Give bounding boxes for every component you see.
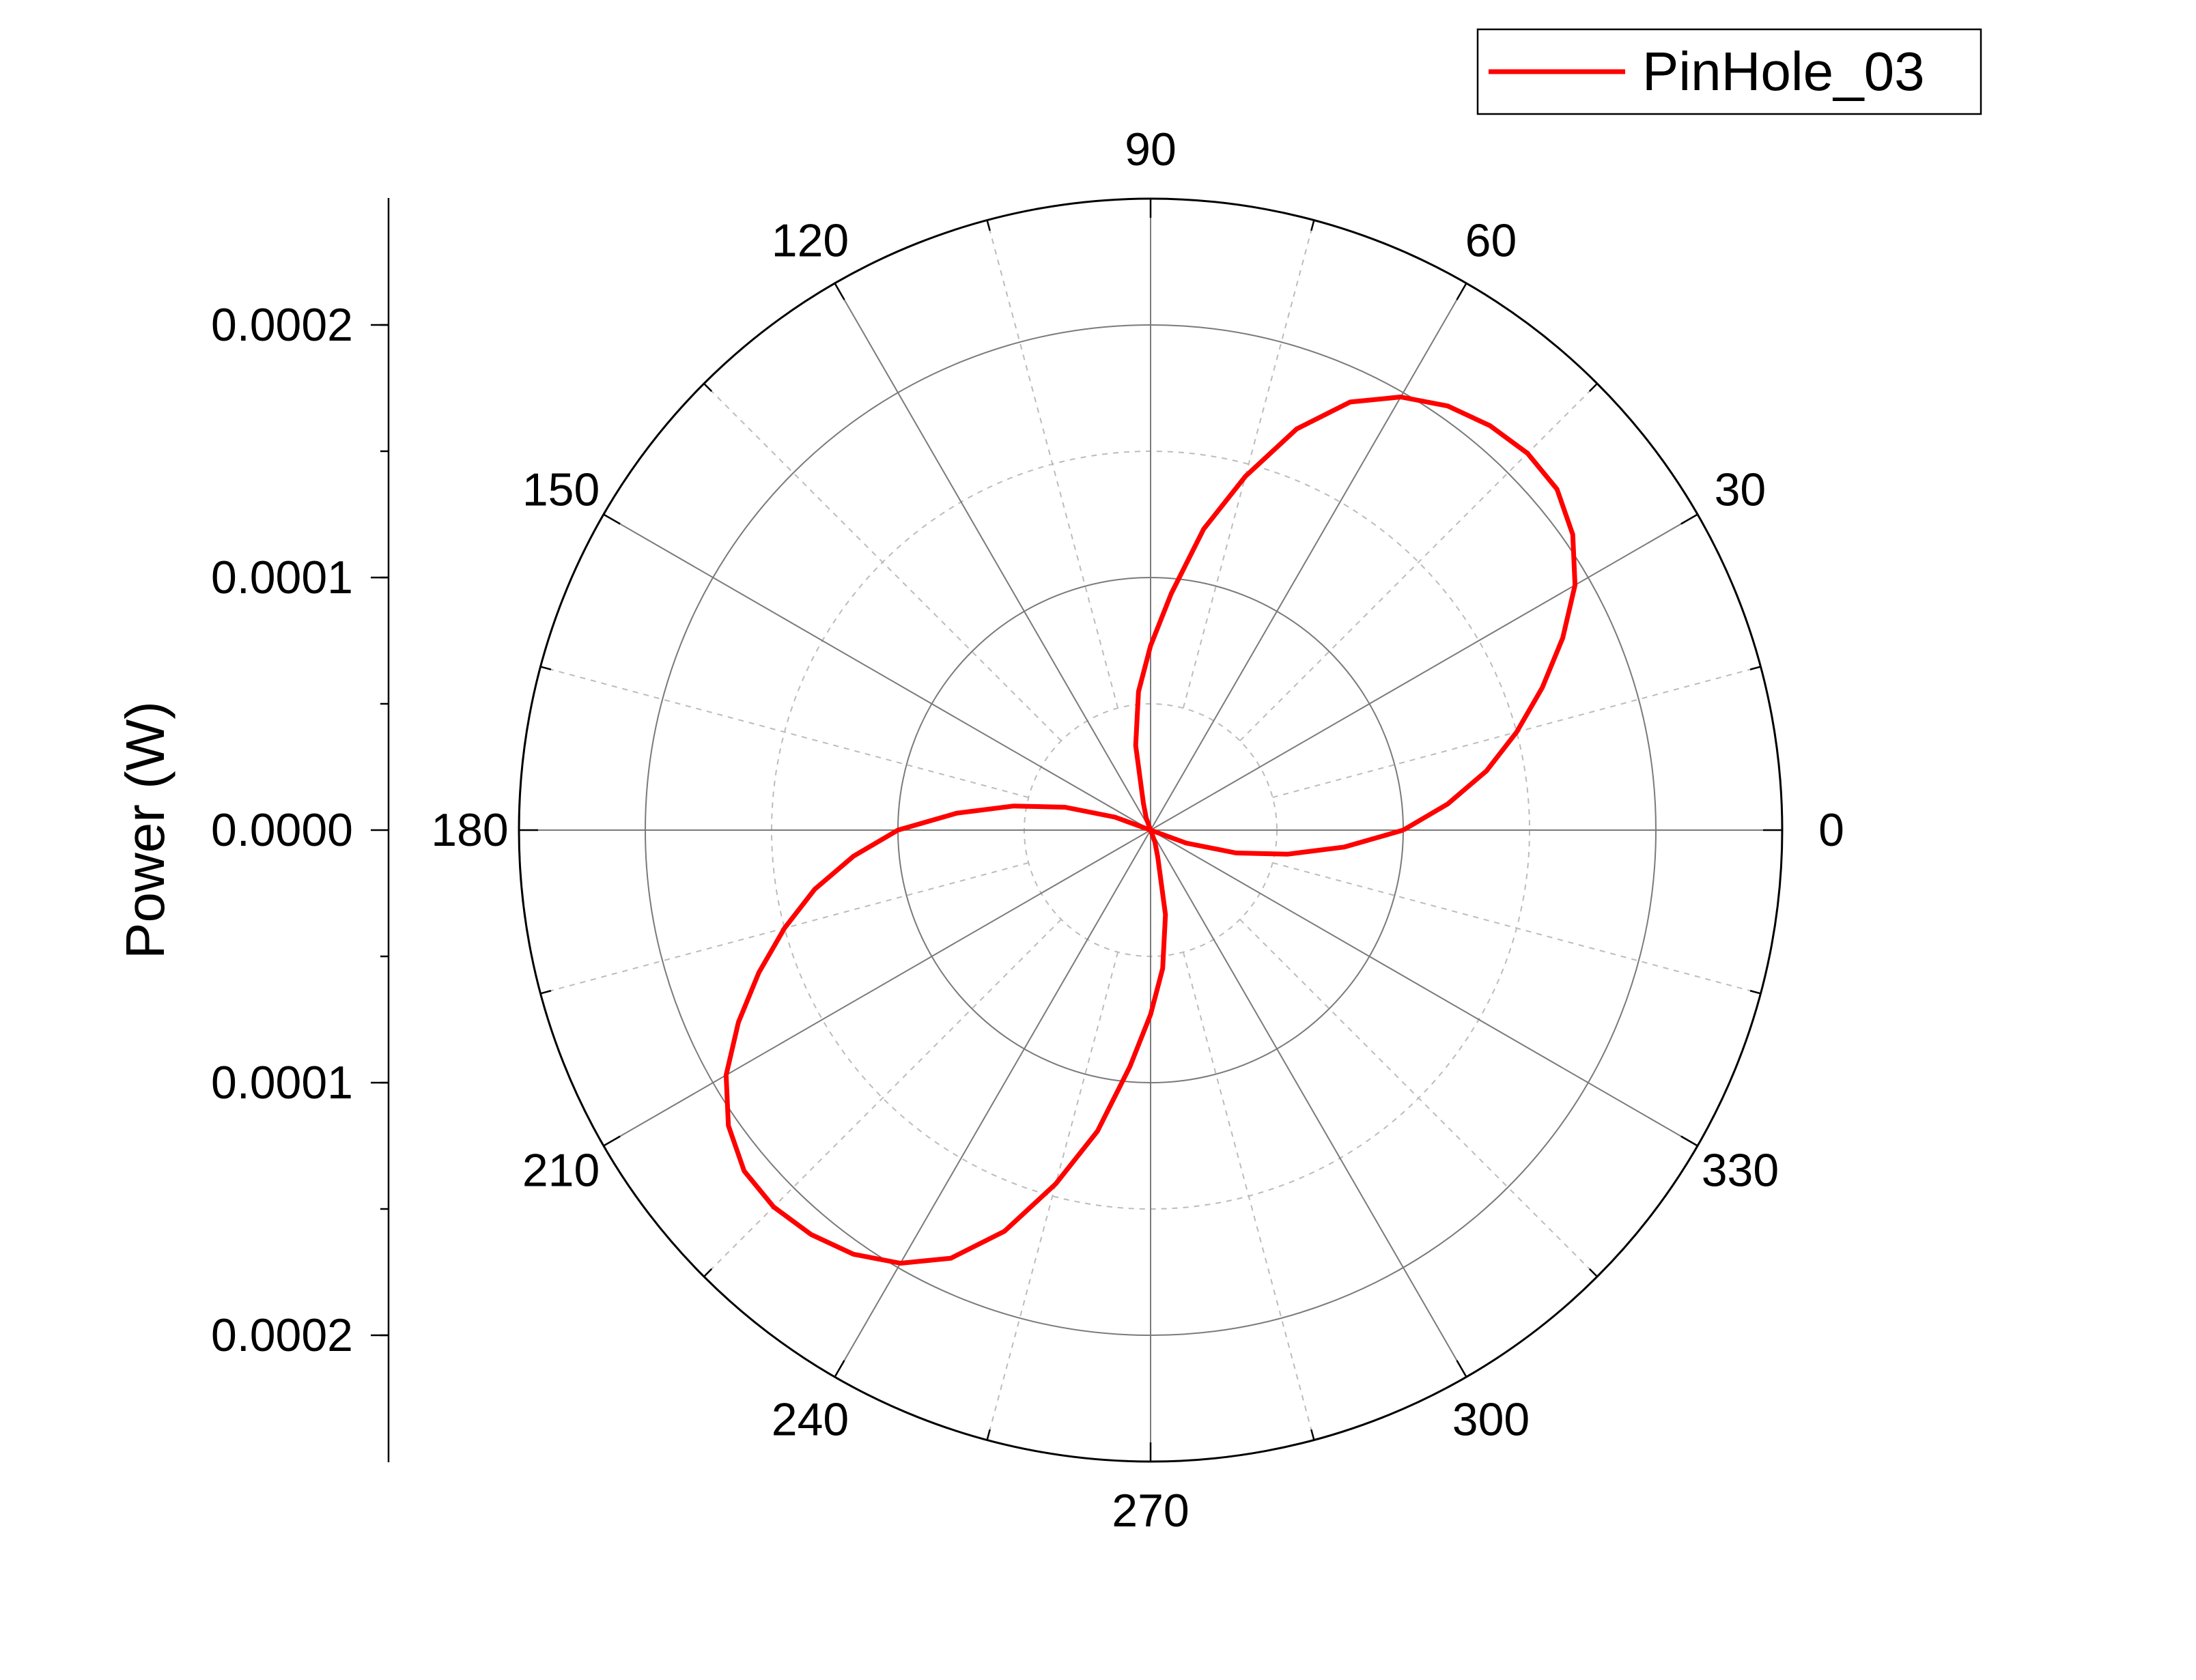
grid-spoke-major — [1150, 283, 1467, 831]
radial-tick-label: 0.0000 — [211, 804, 353, 856]
y-axis-title: Power (W) — [115, 701, 175, 959]
grid-spoke-minor — [986, 952, 1119, 1440]
angle-tick — [1588, 1268, 1598, 1277]
angle-tick — [1310, 1429, 1315, 1440]
angle-label-60: 60 — [1465, 215, 1517, 267]
legend: PinHole_03 — [1476, 28, 1982, 115]
grid-spoke-major — [1150, 829, 1698, 1147]
grid-spoke-minor — [1182, 220, 1315, 709]
angle-label-300: 300 — [1452, 1393, 1530, 1445]
angle-label-180: 180 — [431, 804, 508, 856]
angle-tick — [834, 1360, 845, 1378]
angle-label-90: 90 — [1125, 124, 1177, 175]
angle-tick — [1456, 1360, 1467, 1378]
grid-spoke-minor — [1182, 952, 1315, 1440]
angle-tick — [703, 1268, 713, 1277]
grid-spoke-minor — [1239, 919, 1598, 1277]
grid-spoke-minor — [703, 383, 1062, 741]
radial-tick-label: 0.0002 — [211, 1309, 353, 1361]
polar-grid — [518, 197, 1784, 1463]
angle-tick — [1749, 666, 1761, 670]
legend-label-pinhole-03: PinHole_03 — [1642, 41, 1925, 102]
angle-label-240: 240 — [772, 1393, 849, 1445]
angle-tick — [986, 1429, 991, 1440]
series-line-pinhole-03 — [723, 395, 1578, 1266]
angle-tick — [603, 1135, 621, 1147]
angle-labels: 0 30 60 90 120 150 180 210 240 270 300 330 — [431, 124, 1844, 1537]
grid-spoke-minor — [703, 919, 1062, 1277]
angle-label-210: 210 — [522, 1145, 600, 1197]
grid-spoke-major — [1150, 513, 1698, 831]
radial-axis: 0.0000 0.0001 0.0001 0.0002 0.0002 — [211, 198, 390, 1462]
grid-spoke-major — [603, 829, 1151, 1147]
angle-tick — [1588, 383, 1598, 393]
angle-tick — [703, 383, 713, 393]
angle-label-30: 30 — [1715, 464, 1766, 516]
angle-tick — [540, 666, 552, 670]
angle-tick — [1310, 220, 1315, 231]
angle-tick — [834, 283, 845, 300]
angle-tick — [986, 220, 991, 231]
angle-tick — [1680, 513, 1698, 525]
angle-tick — [1680, 1135, 1698, 1147]
grid-spoke-minor — [986, 220, 1119, 709]
series-plot — [723, 395, 1578, 1266]
grid-spoke-major — [834, 829, 1151, 1378]
grid-spoke-minor — [1272, 862, 1761, 995]
radial-tick-label: 0.0001 — [211, 552, 353, 603]
angle-label-120: 120 — [772, 215, 849, 267]
radial-tick-label: 0.0002 — [211, 299, 353, 351]
radial-tick-label: 0.0001 — [211, 1057, 353, 1109]
angle-label-330: 330 — [1702, 1145, 1779, 1197]
grid-spoke-major — [603, 513, 1151, 831]
angle-tick — [603, 513, 621, 525]
angle-tick — [1749, 990, 1761, 995]
angle-label-150: 150 — [522, 464, 600, 516]
angle-tick — [540, 990, 552, 995]
grid-spoke-major — [834, 283, 1151, 831]
angle-label-270: 270 — [1112, 1485, 1189, 1537]
angle-label-0: 0 — [1818, 804, 1844, 856]
grid-spoke-major — [1150, 829, 1467, 1378]
grid-spoke-minor — [540, 666, 1029, 799]
angle-tick — [1456, 283, 1467, 300]
grid-spoke-minor — [1239, 383, 1598, 741]
